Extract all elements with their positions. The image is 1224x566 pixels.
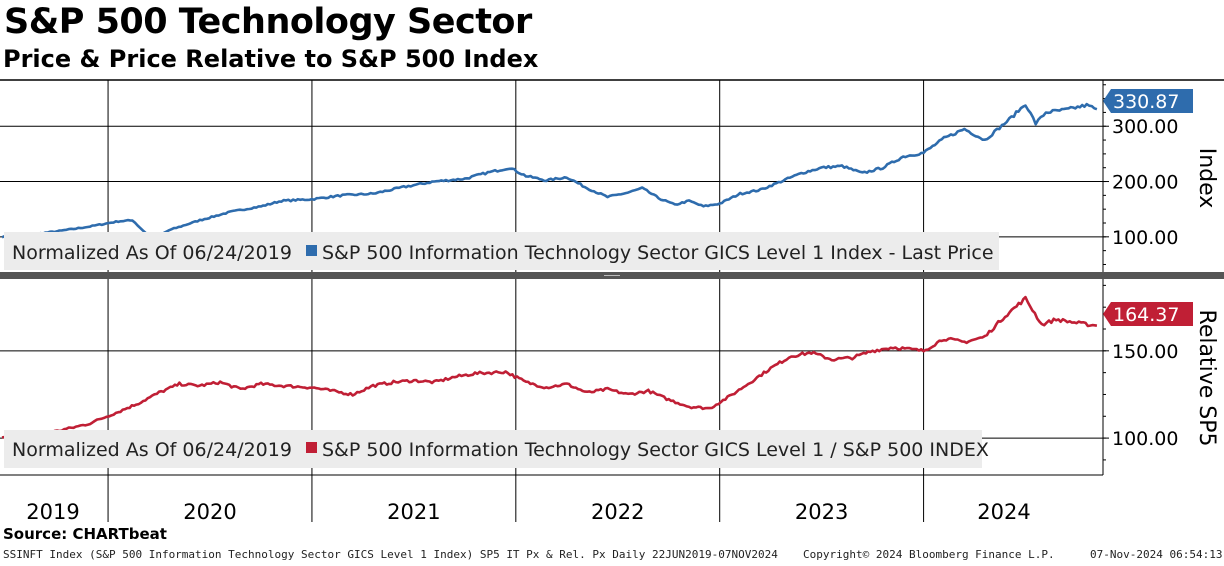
y-tick-label: 300.00 bbox=[1112, 116, 1178, 138]
top-legend-box bbox=[4, 232, 999, 270]
top-y-axis-label: Index bbox=[1194, 148, 1219, 209]
top-y-tick-labels: 100.00 200.00 300.00 bbox=[1103, 84, 1178, 265]
top-panel: 100.00 200.00 300.00 Normalized As Of 06/2… bbox=[0, 79, 1224, 272]
bottom-last-value-label: 164.37 bbox=[1103, 302, 1193, 326]
x-tick-label: 2019 bbox=[26, 500, 79, 524]
x-tick-label: 2022 bbox=[591, 500, 644, 524]
relative-series-line bbox=[1, 295, 1098, 440]
bottom-legend-swatch bbox=[306, 442, 317, 453]
chart-title: S&P 500 Technology Sector bbox=[4, 2, 532, 42]
x-axis: 2019 2020 2021 2022 2023 2024 bbox=[0, 474, 1103, 524]
x-tick-label: 2021 bbox=[387, 500, 440, 524]
chart-subtitle: Price & Price Relative to S&P 500 Index bbox=[3, 45, 539, 73]
bottom-legend-note: Normalized As Of 06/24/2019 bbox=[12, 439, 292, 461]
bottom-last-value-text: 164.37 bbox=[1113, 304, 1179, 326]
top-last-value-text: 330.87 bbox=[1113, 91, 1179, 113]
price-series-line bbox=[1, 102, 1098, 241]
bottom-legend-box bbox=[4, 430, 982, 468]
source-note: Source: CHARTbeat bbox=[3, 525, 167, 543]
x-tick-label: 2023 bbox=[795, 500, 848, 524]
bottom-legend-series-name: S&P 500 Information Technology Sector GI… bbox=[322, 439, 989, 461]
footer-description: SSINFT Index (S&P 500 Information Techno… bbox=[3, 548, 778, 561]
top-last-value-label: 330.87 bbox=[1103, 89, 1193, 113]
y-tick-label: 200.00 bbox=[1112, 172, 1178, 194]
y-tick-label: 150.00 bbox=[1112, 341, 1178, 363]
bottom-y-axis-label: Relative SP5 bbox=[1194, 310, 1219, 447]
bottom-series-group bbox=[1, 295, 1098, 440]
top-legend-note: Normalized As Of 06/24/2019 bbox=[12, 242, 292, 264]
bottom-y-tick-labels: 100.00 150.00 bbox=[1103, 284, 1178, 461]
y-tick-label: 100.00 bbox=[1112, 428, 1178, 450]
x-tick-label: 2024 bbox=[977, 500, 1030, 524]
y-tick-label: 100.00 bbox=[1112, 227, 1178, 249]
top-legend-series-name: S&P 500 Information Technology Sector GI… bbox=[322, 242, 994, 264]
footer-copyright: Copyright© 2024 Bloomberg Finance L.P. bbox=[803, 548, 1055, 561]
top-legend-swatch bbox=[306, 245, 317, 256]
bottom-horizontal-gridlines bbox=[0, 350, 1103, 439]
x-tick-labels: 2019 2020 2021 2022 2023 2024 bbox=[26, 475, 1031, 524]
x-tick-label: 2020 bbox=[183, 500, 236, 524]
top-series-group bbox=[1, 102, 1098, 241]
bottom-panel: 100.00 150.00 Normalized As Of 06/24/2019… bbox=[0, 279, 1219, 475]
footer-timestamp: 07-Nov-2024 06:54:13 bbox=[1090, 548, 1223, 561]
